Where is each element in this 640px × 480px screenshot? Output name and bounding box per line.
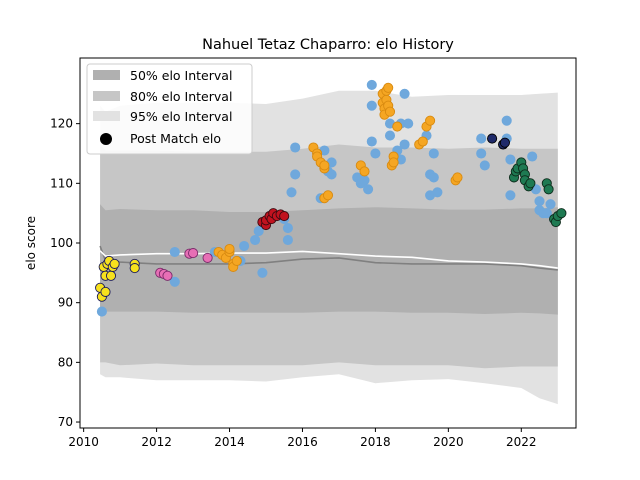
data-point xyxy=(162,270,173,281)
series-5 xyxy=(487,133,510,150)
data-point xyxy=(100,286,111,297)
data-point xyxy=(501,115,512,126)
legend-swatch-50 xyxy=(93,70,120,80)
band-50 xyxy=(100,204,558,315)
data-point xyxy=(188,248,199,259)
data-point xyxy=(359,166,370,177)
y-tick-label: 120 xyxy=(50,117,73,131)
data-point xyxy=(290,142,301,153)
data-point xyxy=(543,184,554,195)
data-point xyxy=(487,133,498,144)
data-point xyxy=(425,115,436,126)
x-tick-label: 2010 xyxy=(68,435,99,449)
data-point xyxy=(231,255,242,266)
y-tick-label: 80 xyxy=(58,355,73,369)
data-point xyxy=(319,160,330,171)
data-point xyxy=(366,79,377,90)
data-point xyxy=(370,148,381,159)
x-tick-label: 2020 xyxy=(433,435,464,449)
legend: 50% elo Interval 80% elo Interval 95% el… xyxy=(86,63,253,155)
data-point xyxy=(290,169,301,180)
series-2 xyxy=(155,248,213,281)
data-point xyxy=(388,157,399,168)
data-point xyxy=(403,118,414,129)
data-point xyxy=(359,175,370,186)
legend-swatch-95 xyxy=(93,111,120,121)
y-tick-label: 110 xyxy=(50,176,73,190)
data-point xyxy=(476,148,487,159)
data-point xyxy=(545,199,556,210)
series-3 xyxy=(213,82,463,272)
data-point xyxy=(534,196,545,207)
data-point xyxy=(499,137,510,148)
data-point xyxy=(432,187,443,198)
series-1 xyxy=(95,255,140,302)
data-point xyxy=(109,258,120,269)
data-point xyxy=(279,211,290,222)
x-tick-label: 2014 xyxy=(214,435,245,449)
legend-label-95: 95% elo Interval xyxy=(130,109,232,124)
data-point xyxy=(250,234,261,246)
y-tick-label: 90 xyxy=(58,296,73,310)
data-point xyxy=(428,148,439,159)
data-points xyxy=(95,79,567,317)
data-point xyxy=(253,226,264,237)
data-point xyxy=(169,276,180,287)
data-point xyxy=(326,169,337,180)
data-point xyxy=(282,223,293,234)
data-point xyxy=(476,133,487,144)
data-point xyxy=(366,136,377,147)
y-tick-label: 100 xyxy=(50,236,73,250)
data-point xyxy=(479,160,490,171)
data-point xyxy=(96,306,107,317)
y-axis: 70 80 90 100 110 120 xyxy=(50,117,80,429)
data-point xyxy=(428,172,439,183)
legend-swatch-80 xyxy=(93,91,120,101)
data-point xyxy=(257,267,268,278)
legend-label-80: 80% elo Interval xyxy=(130,89,232,104)
data-point xyxy=(105,270,117,281)
data-point xyxy=(322,190,334,201)
data-point xyxy=(399,88,410,99)
mean-line xyxy=(99,250,558,269)
x-tick-label: 2018 xyxy=(360,435,391,449)
data-point xyxy=(363,184,374,195)
data-point xyxy=(366,100,377,111)
data-point xyxy=(541,208,552,219)
data-point xyxy=(129,263,140,274)
data-point xyxy=(384,106,396,117)
data-point xyxy=(505,190,516,201)
interval-bands xyxy=(100,90,558,405)
legend-label-post-match: Post Match elo xyxy=(130,131,221,146)
data-point xyxy=(282,234,293,246)
data-point xyxy=(383,82,394,93)
series-4 xyxy=(257,208,290,231)
data-point xyxy=(556,208,567,219)
legend-label-50: 50% elo Interval xyxy=(130,68,232,83)
x-axis: 2010 2012 2014 2016 2018 2020 2022 xyxy=(68,428,537,449)
data-point xyxy=(527,151,538,162)
data-point xyxy=(452,172,463,183)
legend-box xyxy=(86,63,253,155)
data-point xyxy=(505,154,516,165)
x-tick-label: 2012 xyxy=(141,435,172,449)
y-tick-label: 70 xyxy=(58,415,73,429)
data-point xyxy=(224,243,235,255)
data-point xyxy=(169,246,180,258)
series-6 xyxy=(508,157,567,228)
data-point xyxy=(417,136,428,147)
y-axis-label: elo score xyxy=(24,216,38,270)
data-point xyxy=(239,240,250,252)
data-point xyxy=(392,121,403,132)
data-point xyxy=(286,187,297,198)
x-tick-label: 2022 xyxy=(506,435,537,449)
chart-title: Nahuel Tetaz Chaparro: elo History xyxy=(202,37,454,53)
data-point xyxy=(202,252,213,263)
x-tick-label: 2016 xyxy=(287,435,318,449)
data-point xyxy=(525,178,536,189)
data-point xyxy=(399,139,410,150)
legend-marker-post-match xyxy=(100,133,112,145)
data-point xyxy=(384,130,396,141)
